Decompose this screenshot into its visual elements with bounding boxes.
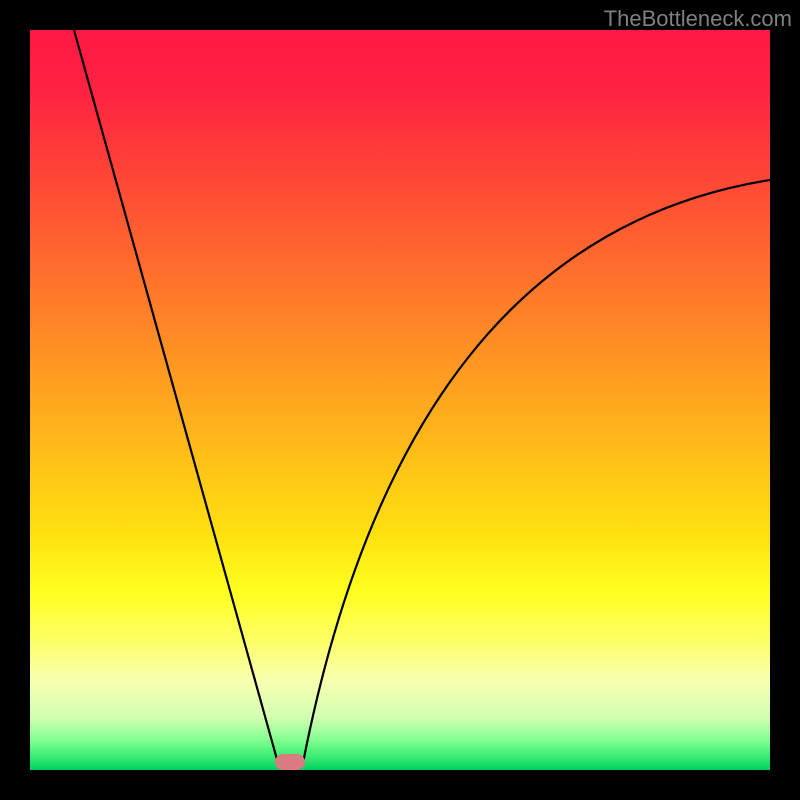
attribution-text: TheBottleneck.com	[604, 6, 792, 32]
plot-gradient	[30, 30, 770, 770]
chart-svg	[0, 0, 800, 800]
chart-container: TheBottleneck.com	[0, 0, 800, 800]
optimum-marker	[275, 754, 305, 770]
